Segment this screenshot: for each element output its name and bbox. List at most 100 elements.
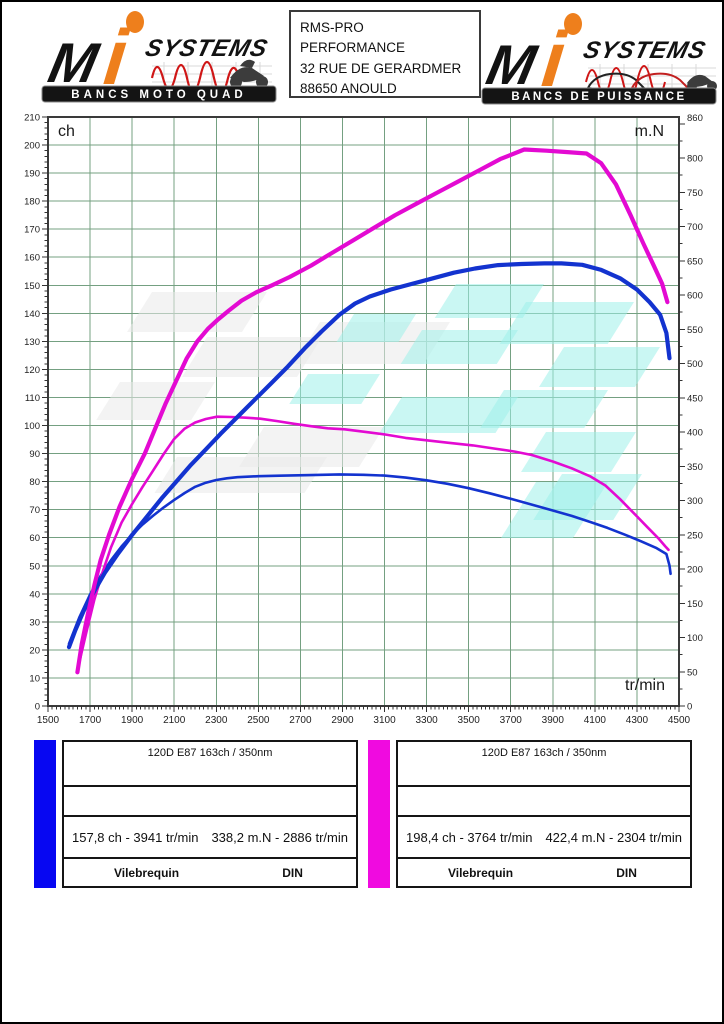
shop-name-line2: PERFORMANCE [300,40,406,56]
svg-text:150: 150 [687,599,703,610]
svg-text:350: 350 [687,462,703,473]
logo-banner-text: BANCS DE PUISSANCE [511,91,686,103]
svg-text:190: 190 [24,169,40,180]
svg-text:90: 90 [29,449,40,460]
legend-box-run1: 120D E87 163ch / 350nm 157,8 ch - 3941 t… [62,740,358,888]
left-logo: M i SYSTEMS BANCS MOTO QUAD [40,8,280,104]
logo-i-dot [564,13,582,35]
measure-point-label: Vilebrequin [113,865,180,880]
dyno-chart-svg: 1500 1700 1900 2100 2300 2500 2700 2900 3100 3300… [24,113,703,727]
svg-text:60: 60 [29,533,40,544]
svg-text:30: 30 [29,617,40,628]
svg-text:20: 20 [29,645,40,656]
svg-text:300: 300 [687,496,703,507]
svg-text:40: 40 [29,589,40,600]
legend-box-run2: 120D E87 163ch / 350nm 198,4 ch - 3764 t… [396,740,692,888]
svg-text:100: 100 [24,421,40,432]
svg-text:750: 750 [687,188,703,199]
logo-systems-text: SYSTEMS [143,35,271,62]
torque-stat: 338,2 m.N - 2886 tr/min [211,829,348,845]
svg-text:400: 400 [687,428,703,439]
svg-text:200: 200 [687,565,703,576]
svg-text:4300: 4300 [626,715,649,726]
logo-letter-m: M [43,32,105,94]
norm-label: DIN [282,865,303,880]
logo-banner-strip [481,87,717,105]
svg-text:500: 500 [687,359,703,370]
measure-point-label: Vilebrequin [447,865,514,880]
shop-city: 88650 ANOULD [300,80,397,96]
svg-text:140: 140 [24,309,40,320]
empty-row [64,787,356,817]
puissance-logo-graphic: M i SYSTEMS BANCS DE PUISSANCE [481,13,717,105]
svg-text:160: 160 [24,253,40,264]
svg-text:0: 0 [35,702,40,713]
svg-text:m.N: m.N [635,123,664,140]
svg-text:tr/min: tr/min [625,677,665,694]
svg-text:2100: 2100 [163,715,186,726]
svg-text:3900: 3900 [542,715,565,726]
svg-text:180: 180 [24,197,40,208]
svg-text:3500: 3500 [458,715,481,726]
svg-text:ch: ch [58,123,75,140]
svg-text:3300: 3300 [415,715,438,726]
svg-text:150: 150 [24,281,40,292]
vehicle-title: 120D E87 163ch / 350nm [398,742,690,787]
stats-row: 198,4 ch - 3764 tr/min 422,4 m.N - 2304 … [398,817,690,859]
svg-text:600: 600 [687,291,703,302]
logo-letter-m: M [481,34,543,96]
svg-text:0: 0 [687,702,692,713]
svg-text:80: 80 [29,477,40,488]
legend-run1: 120D E87 163ch / 350nm 157,8 ch - 3941 t… [34,740,358,888]
shop-address-box: RMS-PRO PERFORMANCE 32 RUE DE GERARDMER … [289,10,481,98]
svg-text:170: 170 [24,225,40,236]
torque-stat: 422,4 m.N - 2304 tr/min [545,829,682,845]
power-stat: 198,4 ch - 3764 tr/min [406,829,533,845]
norm-label: DIN [616,865,637,880]
svg-text:2900: 2900 [331,715,354,726]
dyno-chart: 1500 1700 1900 2100 2300 2500 2700 2900 3100 3300… [2,102,722,739]
svg-text:1900: 1900 [121,715,144,726]
vehicle-title: 120D E87 163ch / 350nm [64,742,356,787]
power-stat: 157,8 ch - 3941 tr/min [72,829,199,845]
svg-text:100: 100 [687,633,703,644]
svg-text:120: 120 [24,365,40,376]
svg-text:130: 130 [24,337,40,348]
svg-text:50: 50 [29,561,40,572]
svg-text:2700: 2700 [289,715,312,726]
footer-row: Vilebrequin DIN [64,859,356,886]
logo-systems-text: SYSTEMS [581,37,709,64]
svg-text:110: 110 [25,393,40,404]
shop-street: 32 RUE DE GERARDMER [300,60,462,76]
svg-text:4100: 4100 [584,715,607,726]
logo-i-dot [126,11,144,33]
right-logo: M i SYSTEMS BANCS DE PUISSANCE [480,10,720,106]
footer-row: Vilebrequin DIN [398,859,690,886]
svg-text:4500: 4500 [668,715,691,726]
svg-text:3700: 3700 [500,715,523,726]
svg-text:2300: 2300 [205,715,228,726]
svg-text:3100: 3100 [373,715,396,726]
legend-color-bar-blue [34,740,56,888]
svg-text:2500: 2500 [247,715,270,726]
logo-sine-wave [585,65,666,98]
svg-text:10: 10 [29,673,40,684]
svg-text:1500: 1500 [37,715,60,726]
shop-name-line1: RMS-PRO [300,20,364,35]
svg-text:860: 860 [687,113,703,124]
svg-text:550: 550 [687,325,703,336]
svg-text:1700: 1700 [79,715,102,726]
svg-text:250: 250 [687,530,703,541]
svg-text:700: 700 [687,222,703,233]
moto-quad-logo-graphic: M i SYSTEMS BANCS MOTO QUAD [41,11,277,103]
logo-banner-text: BANCS MOTO QUAD [71,89,246,101]
svg-text:450: 450 [687,393,703,404]
svg-text:200: 200 [24,141,40,152]
svg-text:800: 800 [687,154,703,165]
legend-color-bar-magenta [368,740,390,888]
legend-run2: 120D E87 163ch / 350nm 198,4 ch - 3764 t… [368,740,692,888]
svg-text:210: 210 [24,113,40,124]
svg-text:50: 50 [687,667,698,678]
stats-row: 157,8 ch - 3941 tr/min 338,2 m.N - 2886 … [64,817,356,859]
